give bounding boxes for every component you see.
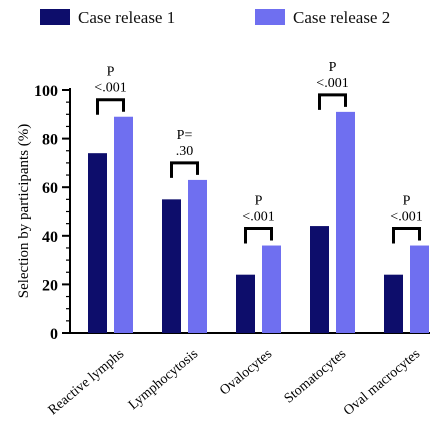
- significance-bracket: [96, 98, 125, 115]
- y-axis-label: Selection by participants (%): [16, 124, 32, 299]
- p-value: <.001: [390, 210, 422, 225]
- x-tick-label: Oval macrocytes: [341, 347, 423, 419]
- p-value-label: P: [403, 194, 411, 209]
- y-tick-label: 100: [34, 83, 58, 100]
- bar-1-stomatocytes: [310, 226, 329, 333]
- bar-2-lymphocytosis: [188, 179, 207, 333]
- legend-swatch-release-2: [255, 9, 285, 25]
- x-tick-label: Lymphocytosis: [126, 347, 201, 413]
- p-value: <.001: [94, 81, 126, 96]
- legend-item-release-1: Case release 1: [40, 8, 175, 28]
- p-value-label: P: [255, 194, 263, 209]
- p-value: .30: [176, 144, 194, 159]
- y-tick-label: 60: [42, 180, 58, 197]
- significance-bracket: [244, 227, 273, 244]
- bar-1-oval-macrocytes: [384, 274, 403, 333]
- bar-2-ovalocytes: [262, 245, 281, 333]
- legend-swatch-release-1: [40, 9, 70, 25]
- legend-label-release-1: Case release 1: [78, 8, 176, 27]
- significance-bracket: [392, 227, 421, 244]
- x-tick-label: Reactive lymphs: [46, 347, 127, 419]
- bar-2-oval-macrocytes: [410, 245, 429, 333]
- legend-label-release-2: Case release 2: [293, 8, 391, 27]
- significance-bracket: [170, 161, 199, 178]
- y-tick-label: 20: [42, 277, 58, 294]
- x-tick-label: Ovalocytes: [217, 347, 275, 399]
- y-tick-label: 0: [50, 326, 58, 343]
- y-tick-label: 40: [42, 229, 58, 246]
- bar-1-lymphocytosis: [162, 199, 181, 333]
- p-value-label: P: [329, 60, 337, 75]
- bar-1-ovalocytes: [236, 274, 255, 333]
- significance-bracket: [318, 93, 347, 110]
- p-value: <.001: [316, 76, 348, 91]
- bar-2-stomatocytes: [336, 111, 355, 334]
- p-value: <.001: [242, 210, 274, 225]
- legend-item-release-2: Case release 2: [255, 8, 390, 28]
- bar-1-reactive-lymphs: [88, 153, 107, 333]
- x-tick-label: Stomatocytes: [282, 347, 349, 407]
- p-value-label: P=: [177, 128, 193, 143]
- bar-2-reactive-lymphs: [114, 116, 133, 333]
- p-value-label: P: [107, 65, 115, 80]
- y-tick-label: 80: [42, 132, 58, 149]
